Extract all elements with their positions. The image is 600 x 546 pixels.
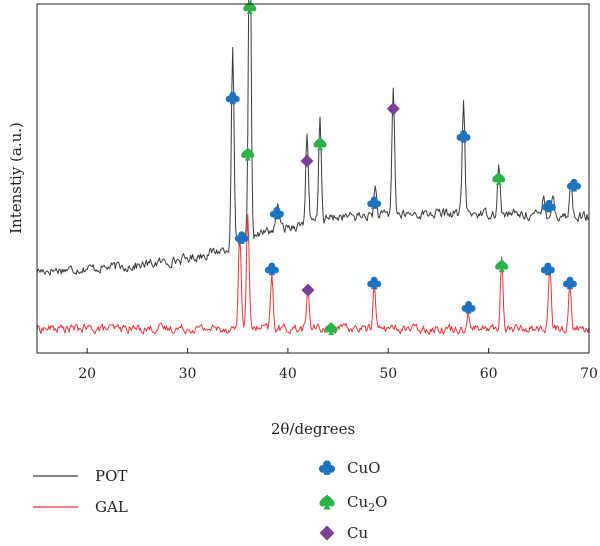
club-icon [461,301,476,314]
legend-label-cu2o-sub: 2 [368,501,375,514]
y-axis-label: Intenstiy (a.u.) [7,122,25,234]
axes: 20 30 40 50 60 70 Intenstiy (a.u.) 2θ/degrees [7,3,598,438]
legend: POT GAL CuO Cu2O Cu [33,459,387,542]
legend-spade-icon [319,494,335,510]
x-tick-label-50: 50 [379,366,397,382]
spade-icon [324,322,338,336]
phase-markers [225,0,581,336]
x-tick-label-40: 40 [279,366,297,382]
legend-diamond-icon [319,525,335,541]
legend-club-icon [318,460,336,475]
legend-label-cu: Cu [347,524,368,542]
club-icon [566,178,581,192]
spade-icon [495,259,509,273]
spade-icon [241,147,255,161]
club-icon [456,130,471,143]
x-tick-label-30: 30 [179,366,197,382]
club-icon [269,206,284,220]
legend-label-cu2o-main: Cu [347,493,368,511]
club-icon [367,276,382,290]
diamond-icon [300,154,314,168]
plot-area [36,0,590,335]
legend-label-cu2o-tail: O [375,493,387,511]
series-line-pot [36,0,590,276]
x-tick-label-70: 70 [580,366,598,382]
spade-icon [243,0,257,14]
x-tick-label-60: 60 [480,366,498,382]
spade-icon [492,172,506,185]
legend-label-cu2o: Cu2O [347,493,387,514]
club-icon [367,196,382,209]
legend-label-pot: POT [95,467,127,485]
club-icon [562,276,577,290]
series-line-gal [36,213,590,335]
club-icon [541,199,556,213]
plot-frame [36,3,590,354]
diamond-icon [301,283,315,297]
x-tick-label-20: 20 [78,366,96,382]
club-icon [234,231,249,244]
club-icon [225,91,240,105]
x-axis-label: 2θ/degrees [271,420,355,438]
club-icon [264,262,279,276]
legend-label-gal: GAL [95,498,128,516]
diamond-icon [386,102,400,116]
spade-icon [313,137,327,151]
club-icon [540,262,555,276]
legend-label-cuo: CuO [347,459,380,477]
x-axis-ticks: 20 30 40 50 60 70 [78,348,598,382]
